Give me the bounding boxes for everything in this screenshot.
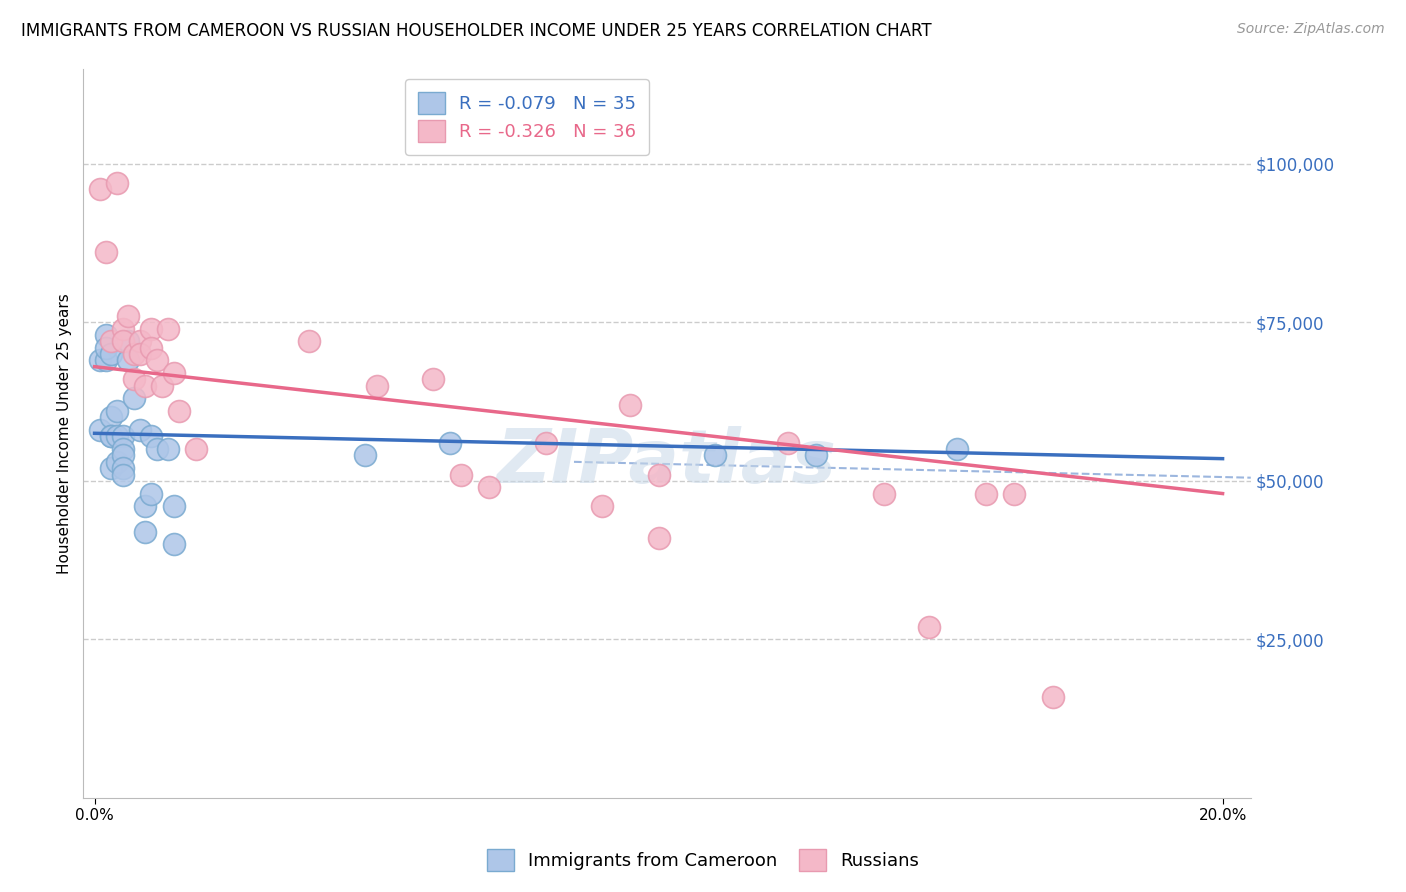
Point xyxy=(117,353,139,368)
Point xyxy=(450,467,472,482)
Point xyxy=(918,620,941,634)
Point xyxy=(1002,486,1025,500)
Point xyxy=(167,404,190,418)
Point xyxy=(704,449,727,463)
Point xyxy=(647,531,669,545)
Point xyxy=(111,442,134,457)
Point xyxy=(156,442,179,457)
Point xyxy=(647,467,669,482)
Point xyxy=(94,341,117,355)
Point xyxy=(111,449,134,463)
Point xyxy=(134,378,156,392)
Point xyxy=(162,500,184,514)
Point xyxy=(139,341,162,355)
Point xyxy=(439,435,461,450)
Point xyxy=(806,449,828,463)
Point xyxy=(111,429,134,443)
Point xyxy=(105,455,128,469)
Point xyxy=(946,442,969,457)
Point xyxy=(145,442,167,457)
Point xyxy=(94,353,117,368)
Text: Source: ZipAtlas.com: Source: ZipAtlas.com xyxy=(1237,22,1385,37)
Point xyxy=(128,334,150,349)
Point xyxy=(94,328,117,343)
Point xyxy=(162,537,184,551)
Point xyxy=(122,347,145,361)
Point xyxy=(1042,690,1064,704)
Point xyxy=(873,486,896,500)
Text: ZIPatlas: ZIPatlas xyxy=(498,426,837,499)
Legend: R = -0.079   N = 35, R = -0.326   N = 36: R = -0.079 N = 35, R = -0.326 N = 36 xyxy=(405,79,648,154)
Point xyxy=(122,392,145,406)
Point xyxy=(156,321,179,335)
Point xyxy=(111,334,134,349)
Point xyxy=(162,366,184,380)
Point xyxy=(366,378,388,392)
Point xyxy=(89,353,111,368)
Point xyxy=(122,372,145,386)
Point xyxy=(534,435,557,450)
Point xyxy=(134,500,156,514)
Legend: Immigrants from Cameroon, Russians: Immigrants from Cameroon, Russians xyxy=(479,842,927,879)
Point xyxy=(184,442,207,457)
Point xyxy=(591,500,613,514)
Point xyxy=(974,486,997,500)
Point xyxy=(94,245,117,260)
Point xyxy=(139,321,162,335)
Point xyxy=(89,182,111,196)
Point xyxy=(145,353,167,368)
Point xyxy=(89,423,111,437)
Point xyxy=(100,347,122,361)
Point xyxy=(139,486,162,500)
Point xyxy=(111,321,134,335)
Point xyxy=(105,176,128,190)
Point xyxy=(619,398,641,412)
Point xyxy=(117,334,139,349)
Point xyxy=(150,378,173,392)
Text: IMMIGRANTS FROM CAMEROON VS RUSSIAN HOUSEHOLDER INCOME UNDER 25 YEARS CORRELATIO: IMMIGRANTS FROM CAMEROON VS RUSSIAN HOUS… xyxy=(21,22,932,40)
Point xyxy=(117,309,139,323)
Point xyxy=(105,404,128,418)
Point xyxy=(100,410,122,425)
Point xyxy=(139,429,162,443)
Point xyxy=(105,429,128,443)
Point xyxy=(778,435,800,450)
Point xyxy=(100,429,122,443)
Point xyxy=(100,461,122,475)
Point xyxy=(354,449,377,463)
Y-axis label: Householder Income Under 25 years: Householder Income Under 25 years xyxy=(58,293,72,574)
Point xyxy=(128,423,150,437)
Point xyxy=(100,429,122,443)
Point xyxy=(111,467,134,482)
Point xyxy=(478,480,501,494)
Point xyxy=(111,461,134,475)
Point xyxy=(422,372,444,386)
Point xyxy=(134,524,156,539)
Point xyxy=(298,334,321,349)
Point xyxy=(100,334,122,349)
Point xyxy=(128,347,150,361)
